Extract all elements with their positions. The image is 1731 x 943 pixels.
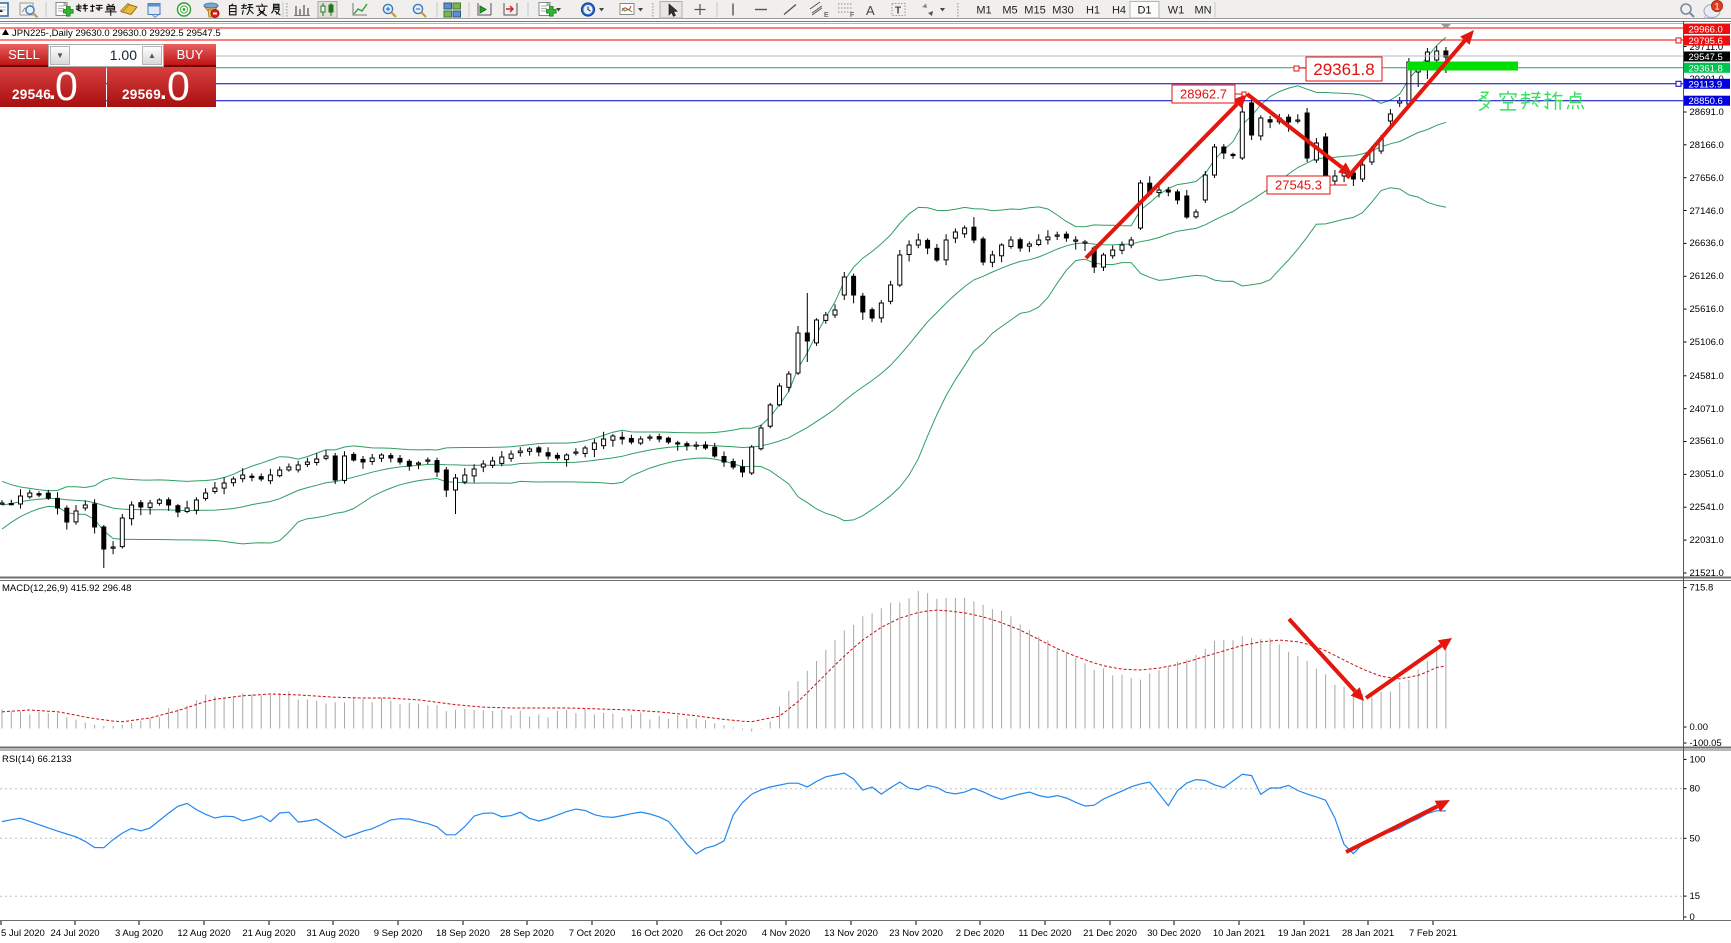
svg-text:29795.6: 29795.6	[1689, 36, 1723, 47]
svg-text:M30: M30	[1052, 5, 1073, 17]
svg-text:3 Aug 2020: 3 Aug 2020	[115, 928, 163, 939]
svg-text:RSI(14) 66.2133: RSI(14) 66.2133	[2, 754, 72, 765]
svg-text:24071.0: 24071.0	[1690, 404, 1724, 415]
svg-text:28 Sep 2020: 28 Sep 2020	[500, 928, 554, 939]
svg-text:F: F	[850, 12, 854, 19]
svg-text:H4: H4	[1112, 5, 1126, 17]
svg-text:28962.7: 28962.7	[1180, 87, 1227, 102]
svg-text:-100.05: -100.05	[1690, 738, 1722, 749]
svg-text:13 Nov 2020: 13 Nov 2020	[824, 928, 878, 939]
svg-text:100: 100	[1690, 754, 1706, 765]
svg-text:12 Aug 2020: 12 Aug 2020	[177, 928, 230, 939]
svg-text:30 Dec 2020: 30 Dec 2020	[1147, 928, 1201, 939]
svg-text:29711.0: 29711.0	[1690, 42, 1724, 53]
svg-text:16 Oct 2020: 16 Oct 2020	[631, 928, 683, 939]
svg-text:26 Oct 2020: 26 Oct 2020	[695, 928, 747, 939]
svg-text:27656.0: 27656.0	[1690, 173, 1724, 184]
svg-text:7 Oct 2020: 7 Oct 2020	[569, 928, 615, 939]
svg-text:2 Dec 2020: 2 Dec 2020	[956, 928, 1005, 939]
svg-text:27146.0: 27146.0	[1690, 206, 1724, 217]
svg-text:H1: H1	[1086, 5, 1100, 17]
svg-text:D1: D1	[1137, 5, 1151, 17]
svg-text:0: 0	[1690, 912, 1695, 923]
svg-text:24581.0: 24581.0	[1690, 371, 1724, 382]
svg-text:27545.3: 27545.3	[1275, 178, 1322, 193]
svg-text:11 Dec 2020: 11 Dec 2020	[1018, 928, 1071, 939]
svg-text:21 Dec 2020: 21 Dec 2020	[1083, 928, 1137, 939]
svg-text:T: T	[895, 6, 901, 17]
svg-text:22541.0: 22541.0	[1690, 502, 1724, 513]
svg-text:29361.8: 29361.8	[1689, 63, 1723, 74]
svg-text:5 Jul 2020: 5 Jul 2020	[1, 928, 45, 939]
svg-text:M5: M5	[1002, 5, 1017, 17]
svg-text:21521.0: 21521.0	[1690, 568, 1724, 579]
svg-text:1: 1	[1714, 2, 1719, 12]
svg-text:4 Nov 2020: 4 Nov 2020	[762, 928, 811, 939]
svg-text:26636.0: 26636.0	[1690, 238, 1724, 249]
svg-text:M1: M1	[976, 5, 991, 17]
svg-text:28850.6: 28850.6	[1689, 96, 1723, 107]
svg-text:MN: MN	[1194, 5, 1211, 17]
svg-text:29361.8: 29361.8	[1313, 60, 1374, 79]
svg-text:23561.0: 23561.0	[1690, 436, 1724, 447]
svg-text:26126.0: 26126.0	[1690, 271, 1724, 282]
svg-text:23051.0: 23051.0	[1690, 469, 1724, 480]
svg-text:28166.0: 28166.0	[1690, 140, 1724, 151]
svg-text:24 Jul 2020: 24 Jul 2020	[50, 928, 99, 939]
svg-text:25106.0: 25106.0	[1690, 337, 1724, 348]
svg-text:715.8: 715.8	[1690, 583, 1714, 594]
svg-text:29547.5: 29547.5	[1689, 52, 1723, 63]
svg-text:7 Feb 2021: 7 Feb 2021	[1409, 928, 1457, 939]
svg-text:10 Jan 2021: 10 Jan 2021	[1213, 928, 1265, 939]
svg-text:23 Nov 2020: 23 Nov 2020	[889, 928, 943, 939]
svg-text:22031.0: 22031.0	[1690, 535, 1724, 546]
svg-text:W1: W1	[1168, 5, 1185, 17]
svg-text:21 Aug 2020: 21 Aug 2020	[242, 928, 295, 939]
svg-text:80: 80	[1690, 784, 1701, 795]
svg-text:E: E	[824, 12, 829, 19]
svg-text:18 Sep 2020: 18 Sep 2020	[436, 928, 490, 939]
svg-text:M15: M15	[1024, 5, 1045, 17]
svg-text:28691.0: 28691.0	[1690, 107, 1724, 118]
svg-text:29966.0: 29966.0	[1689, 25, 1723, 36]
svg-text:31 Aug 2020: 31 Aug 2020	[306, 928, 359, 939]
svg-text:25616.0: 25616.0	[1690, 304, 1724, 315]
svg-text:JPN225-,Daily 29630.0 29630.0: JPN225-,Daily 29630.0 29630.0 29292.5 29…	[12, 28, 221, 39]
svg-text:9 Sep 2020: 9 Sep 2020	[374, 928, 423, 939]
svg-text:50: 50	[1690, 833, 1701, 844]
svg-text:MACD(12,26,9) 415.92 296.48: MACD(12,26,9) 415.92 296.48	[2, 583, 131, 594]
svg-text:29113.9: 29113.9	[1689, 79, 1723, 90]
svg-text:0.00: 0.00	[1690, 722, 1709, 733]
svg-text:15: 15	[1690, 891, 1701, 902]
svg-text:A: A	[866, 3, 875, 18]
svg-text:28 Jan 2021: 28 Jan 2021	[1342, 928, 1394, 939]
svg-text:19 Jan 2021: 19 Jan 2021	[1278, 928, 1330, 939]
